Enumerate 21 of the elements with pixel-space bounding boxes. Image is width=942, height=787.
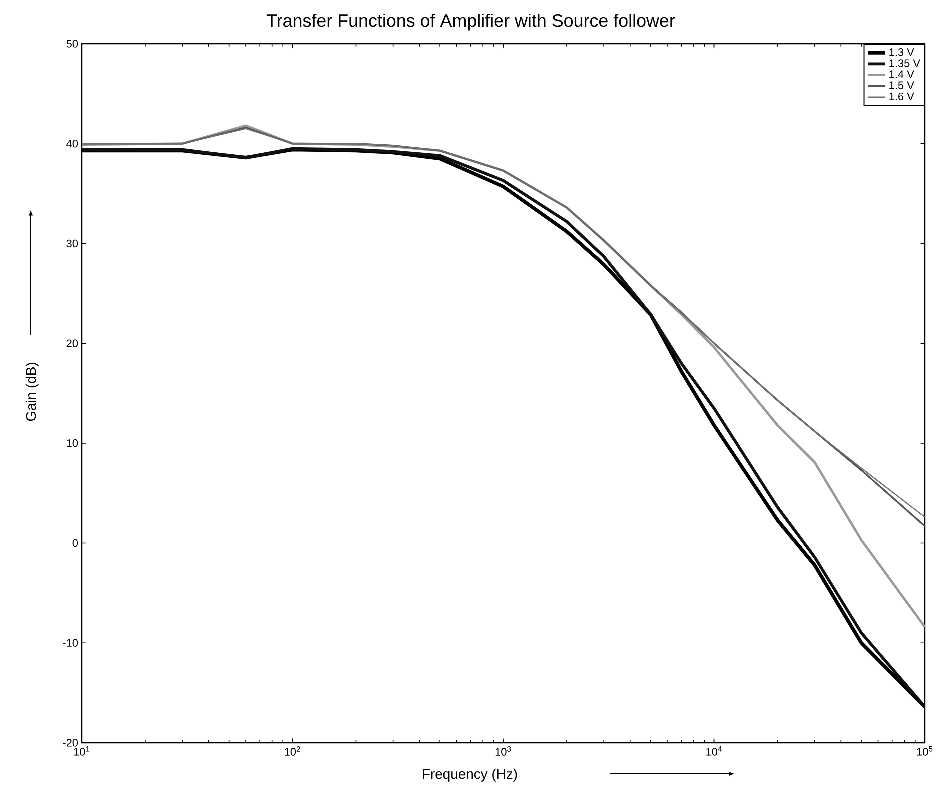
y-tick-label: -10 bbox=[63, 639, 78, 648]
legend-label: 1.6 V bbox=[890, 92, 914, 101]
legend-label: 1.3 V bbox=[890, 48, 914, 56]
x-axis-title: Frequency (Hz) bbox=[423, 768, 518, 782]
y-axis-title: Gain (dB) bbox=[26, 363, 39, 422]
x-tick-label: 10$^{5}$ bbox=[917, 746, 933, 756]
legend-label: 1.4 V bbox=[890, 70, 914, 78]
x-tick-label: 10$^{4}$ bbox=[706, 746, 722, 756]
legend-label: 1.35 V bbox=[890, 60, 920, 68]
x-tick-label: 10$^{1}$ bbox=[74, 746, 90, 756]
legend-label: 1.5 V bbox=[890, 82, 914, 90]
y-tick-label: 0 bbox=[72, 539, 78, 548]
x-tick-label: 10$^{3}$ bbox=[496, 746, 512, 756]
y-tick-label: 10 bbox=[67, 440, 78, 448]
y-tick-label: 50 bbox=[66, 40, 78, 48]
y-tick-label: 20 bbox=[66, 340, 78, 348]
y-tick-label: 30 bbox=[66, 240, 78, 248]
y-tick-label: 40 bbox=[66, 140, 78, 148]
chart-title: Transfer Functions of Amplifier with Source follower bbox=[266, 14, 676, 31]
y-tick-label: -20 bbox=[63, 739, 78, 747]
x-tick-label: 10$^{2}$ bbox=[285, 746, 300, 756]
